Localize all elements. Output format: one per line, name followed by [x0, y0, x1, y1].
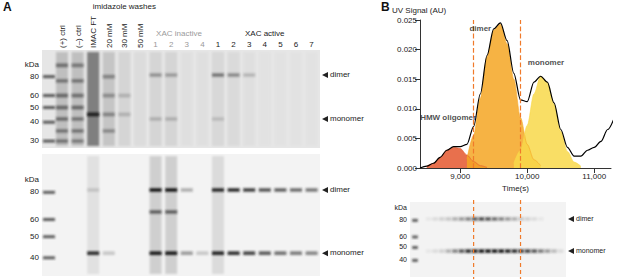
svg-text:dimer: dimer: [330, 185, 350, 194]
svg-text:4: 4: [263, 40, 268, 49]
svg-text:30 mM: 30 mM: [120, 23, 129, 48]
svg-text:kDa: kDa: [25, 60, 40, 69]
svg-text:dimer: dimer: [469, 24, 491, 33]
svg-text:5: 5: [278, 40, 283, 49]
svg-text:80: 80: [30, 187, 39, 196]
svg-text:50: 50: [399, 243, 407, 250]
svg-text:monomer: monomer: [528, 58, 564, 67]
svg-text:monomer: monomer: [576, 247, 606, 254]
svg-text:HMW oligomer: HMW oligomer: [420, 113, 476, 122]
svg-text:0.015: 0.015: [397, 75, 418, 84]
svg-text:3: 3: [247, 40, 252, 49]
svg-text:1: 1: [216, 40, 221, 49]
svg-text:60: 60: [30, 91, 39, 100]
svg-text:11,000: 11,000: [582, 172, 606, 181]
svg-text:4: 4: [200, 40, 205, 49]
svg-text:40: 40: [30, 253, 39, 262]
svg-text:2: 2: [231, 40, 236, 49]
svg-text:monomer: monomer: [330, 114, 364, 123]
svg-text:1: 1: [153, 40, 158, 49]
svg-text:(+) ctrl: (+) ctrl: [58, 25, 67, 48]
svg-text:50 mM: 50 mM: [136, 23, 145, 48]
svg-text:60: 60: [399, 233, 407, 240]
svg-text:0.010: 0.010: [397, 104, 418, 113]
svg-text:40: 40: [30, 117, 39, 126]
svg-text:kDa: kDa: [25, 175, 40, 184]
svg-text:40: 40: [399, 256, 407, 263]
svg-text:0.005: 0.005: [397, 134, 418, 143]
svg-text:monomer: monomer: [330, 248, 364, 257]
svg-text:0.020: 0.020: [397, 45, 418, 54]
svg-text:imidazole washes: imidazole washes: [93, 2, 156, 11]
svg-text:0.025: 0.025: [397, 16, 418, 25]
svg-text:6: 6: [294, 40, 299, 49]
svg-text:kDa: kDa: [395, 204, 408, 211]
svg-text:50: 50: [30, 232, 39, 241]
svg-text:B: B: [381, 0, 390, 14]
svg-text:IMAC FT: IMAC FT: [89, 16, 98, 48]
svg-text:7: 7: [309, 40, 314, 49]
svg-text:3: 3: [185, 40, 190, 49]
svg-text:Time(s): Time(s): [502, 184, 529, 193]
svg-text:XAC inactive: XAC inactive: [156, 29, 202, 38]
svg-text:80: 80: [399, 216, 407, 223]
svg-text:(–) ctrl: (–) ctrl: [74, 25, 83, 48]
svg-text:UV Signal (AU): UV Signal (AU): [392, 6, 447, 15]
svg-text:20 mM: 20 mM: [105, 23, 114, 48]
svg-text:dimer: dimer: [576, 215, 594, 222]
svg-text:80: 80: [30, 72, 39, 81]
svg-text:0.000: 0.000: [397, 164, 418, 173]
svg-text:9,000: 9,000: [450, 172, 471, 181]
svg-text:50: 50: [30, 103, 39, 112]
svg-text:XAC active: XAC active: [245, 29, 285, 38]
svg-text:dimer: dimer: [330, 70, 350, 79]
svg-text:60: 60: [30, 215, 39, 224]
svg-text:10,000: 10,000: [515, 172, 540, 181]
svg-text:A: A: [3, 0, 12, 14]
svg-text:30: 30: [30, 136, 39, 145]
svg-text:2: 2: [169, 40, 174, 49]
